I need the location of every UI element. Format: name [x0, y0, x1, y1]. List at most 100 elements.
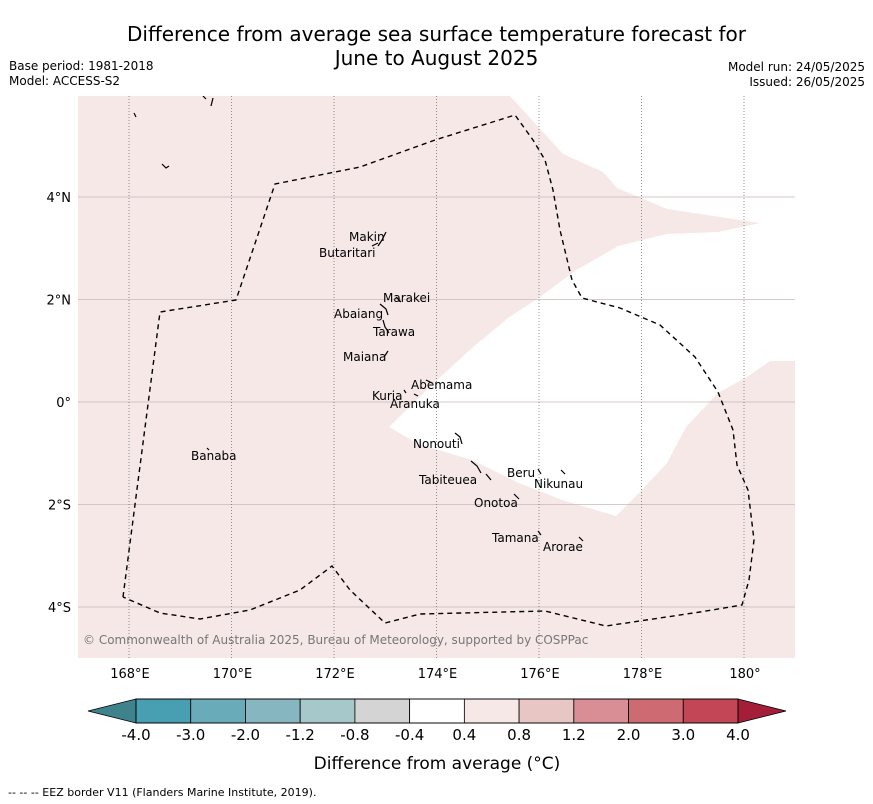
longitude-tick-label: 172°E	[315, 667, 355, 682]
island-outline	[382, 319, 390, 334]
island-label: Nikunau	[534, 477, 583, 491]
colorbar-over-arrow	[737, 698, 787, 724]
longitude-tick-label: 180°	[729, 667, 760, 682]
colorbar-segment	[573, 698, 629, 724]
longitude-tick-label: 174°E	[418, 667, 458, 682]
island-outline	[470, 460, 482, 474]
island-outline	[383, 350, 389, 358]
colorbar-tick-label: -0.8	[340, 726, 369, 744]
island-outline	[161, 163, 170, 169]
longitude-tick-label: 170°E	[213, 667, 253, 682]
colorbar-tick-label: -1.2	[286, 726, 315, 744]
colorbar-segment	[299, 698, 356, 724]
island-label: Banaba	[191, 449, 237, 463]
island-outline	[485, 473, 492, 481]
longitude-tick-label: 178°E	[623, 667, 663, 682]
colorbar-tick-label: 0.4	[452, 726, 476, 744]
eez-footnote: -- -- -- EEZ border V11 (Flanders Marine…	[8, 786, 317, 799]
latitude-tick-label: 2°N	[47, 294, 72, 309]
colorbar-tick-labels: -4.0 -3.0 -2.0 -1.2 -0.8 -0.4 0.4 0.8 1.2 2.0 3.0 4…	[121, 726, 750, 744]
island-outline	[133, 112, 137, 118]
island-label: Tamana	[491, 531, 539, 545]
island-outline	[513, 493, 520, 500]
colorbar-segments	[135, 698, 739, 724]
island-outline	[425, 379, 433, 384]
colorbar-segment	[463, 698, 520, 724]
colorbar-segment	[518, 698, 575, 724]
colorbar-tick-label: -0.4	[395, 726, 424, 744]
issued-date: Issued: 26/05/2025	[749, 75, 865, 89]
longitude-gridlines	[128, 96, 745, 658]
island-label: Abemama	[411, 378, 472, 392]
colorbar-outline	[135, 698, 739, 724]
colorbar-segment	[245, 698, 301, 724]
model-name: Model: ACCESS-S2	[9, 74, 121, 88]
island-outline	[413, 393, 419, 397]
colorbar-tick-label: 0.8	[507, 726, 531, 744]
island-label: Tabiteuea	[418, 473, 477, 487]
colorbar-segment	[135, 698, 192, 724]
map-title-line-2: June to August 2025	[334, 46, 539, 70]
island-label: Nonouti	[413, 437, 460, 451]
base-period: Base period: 1981-2018	[9, 59, 154, 73]
map-title-line-1: Difference from average sea surface temp…	[126, 22, 746, 46]
latitude-tick-labels: 4°N 2°N 0° 2°S 4°S	[47, 191, 72, 616]
colorbar-segment	[682, 698, 739, 724]
colorbar-under-arrow	[87, 698, 137, 724]
map-title: Difference from average sea surface temp…	[0, 22, 873, 70]
island-outline	[454, 432, 463, 445]
island-label: Butaritari	[319, 246, 376, 260]
metadata-right: Model run: 24/05/2025 Issued: 26/05/2025	[728, 60, 865, 90]
colorbar-tick-label: 3.0	[671, 726, 695, 744]
island-outline	[578, 536, 584, 542]
latitude-tick-label: 4°N	[47, 191, 72, 206]
colorbar: -4.0 -3.0 -2.0 -1.2 -0.8 -0.4 0.4 0.8 1.2 2.0 3.0 4…	[87, 698, 787, 774]
colorbar-tick-label: -3.0	[176, 726, 205, 744]
colorbar-tick-label: -4.0	[121, 726, 150, 744]
island-outline	[537, 468, 542, 475]
island-outline	[371, 242, 379, 247]
colorbar-tick-label: 2.0	[617, 726, 641, 744]
island-label: Makin	[349, 230, 385, 244]
island-outline	[377, 231, 387, 247]
metadata-left: Base period: 1981-2018 Model: ACCESS-S2	[9, 59, 154, 89]
island-label: Tarawa	[372, 325, 415, 339]
latitude-tick-label: 0°	[56, 396, 71, 411]
map-panel: Makin Butaritari Marakei Abaiang Tarawa …	[78, 96, 795, 658]
copyright-notice: © Commonwealth of Australia 2025, Bureau…	[83, 633, 588, 647]
latitude-tick-label: 2°S	[48, 499, 71, 514]
colorbar-tick-label: -2.0	[231, 726, 260, 744]
island-label: Onotoa	[474, 496, 518, 510]
model-run: Model run: 24/05/2025	[727, 60, 865, 74]
island-outline	[206, 447, 210, 451]
eez-border	[122, 114, 755, 627]
island-outline	[537, 530, 542, 536]
colorbar-segment	[409, 698, 465, 724]
longitude-tick-labels: 168°E 170°E 172°E 174°E 176°E 178°E 180°	[110, 667, 760, 682]
island-label: Aranuka	[390, 397, 440, 411]
island-label: Abaiang	[334, 307, 383, 321]
island-outline	[379, 303, 389, 316]
colorbar-segment	[354, 698, 411, 724]
island-label: Beru	[507, 466, 535, 480]
colorbar-segment	[628, 698, 684, 724]
island-outline	[395, 296, 402, 303]
island-label: Maiana	[343, 350, 386, 364]
island-label: Arorae	[543, 540, 583, 554]
island-labels: Makin Butaritari Marakei Abaiang Tarawa …	[191, 230, 583, 554]
longitude-tick-label: 176°E	[520, 667, 560, 682]
island-outlines	[133, 96, 584, 542]
latitude-tick-label: 4°S	[48, 601, 71, 616]
longitude-tick-label: 168°E	[110, 667, 150, 682]
island-outline	[560, 469, 566, 475]
colorbar-tick-label: 4.0	[726, 726, 750, 744]
island-label: Kuria	[372, 389, 403, 403]
colorbar-tick-label: 1.2	[562, 726, 586, 744]
island-outline	[403, 389, 407, 394]
island-outline	[210, 97, 214, 107]
neutral-anomaly-region	[389, 96, 795, 516]
island-outline	[202, 96, 207, 100]
colorbar-label: Difference from average (°C)	[314, 754, 561, 774]
island-label: Marakei	[383, 291, 430, 305]
